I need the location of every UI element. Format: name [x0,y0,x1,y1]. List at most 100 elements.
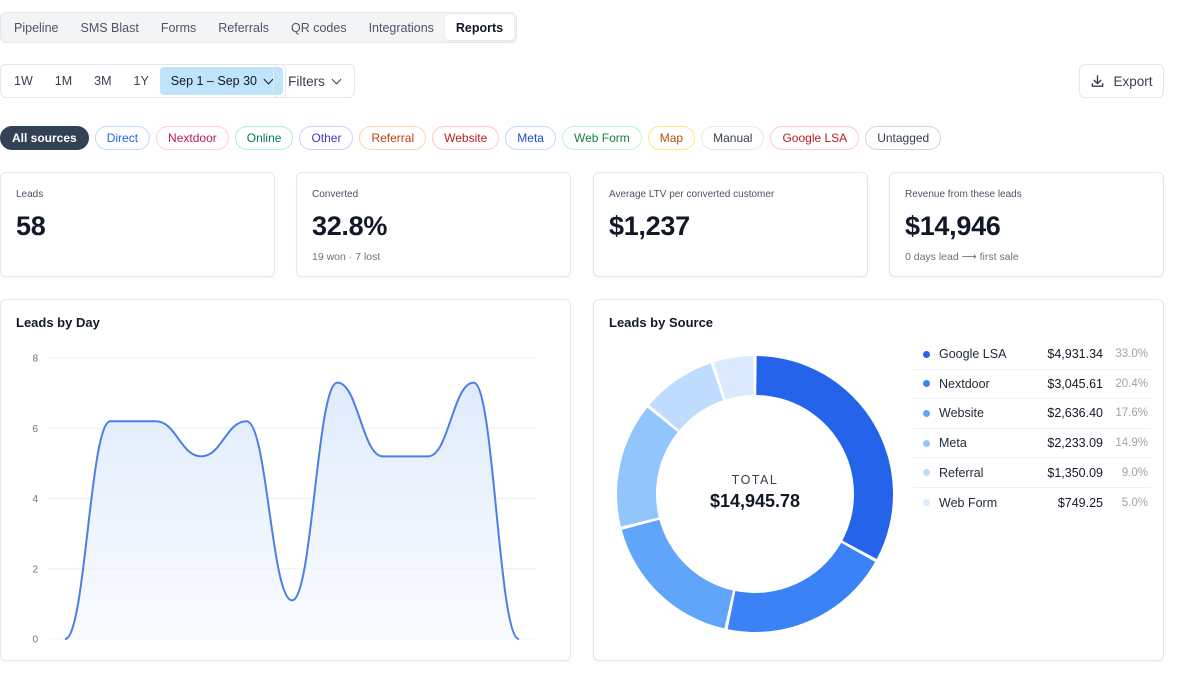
legend-source-name: Meta [939,436,967,451]
donut-slice-web-form[interactable] [713,356,754,400]
export-label: Export [1113,73,1153,89]
legend-amount: $2,233.09 [1047,436,1103,451]
kpi-label: Converted [312,189,359,200]
range-1w-button[interactable]: 1W [14,74,33,88]
legend-row[interactable]: Referral $1,350.09 9.0% [913,458,1151,488]
chip-website[interactable]: Website [432,126,500,150]
legend-dot [923,409,930,417]
area-fill [65,382,519,639]
leads-by-source-donut: TOTAL $14,945.78 [617,356,893,632]
y-tick-label: 4 [32,494,38,505]
leads-by-day-panel: Leads by Day 0 2 4 6 8 [0,299,571,661]
leads-by-source-panel: Leads by Source TOTAL $14,945.78 Google L… [593,299,1164,661]
kpi-subtext: 19 won · 7 lost [312,251,381,263]
chip-google-lsa[interactable]: Google LSA [770,126,860,150]
donut-slice-meta[interactable] [617,407,678,527]
export-button[interactable]: Export [1079,64,1164,98]
tab-referrals[interactable]: Referrals [218,20,269,35]
filters-label: Filters [288,73,325,89]
legend-row[interactable]: Website $2,636.40 17.6% [913,399,1151,429]
y-tick-label: 8 [32,354,38,365]
legend-dot [923,499,930,507]
leads-by-day-chart: 0 2 4 6 8 [32,354,536,646]
panel-title: Leads by Day [16,315,100,330]
filters-button[interactable]: Filters [273,64,355,98]
legend-amount: $2,636.40 [1047,406,1103,421]
chip-untagged[interactable]: Untagged [865,126,942,150]
legend-amount: $749.25 [1057,495,1103,510]
legend-amount: $3,045.61 [1047,376,1103,391]
legend-dot [923,350,930,358]
kpi-value: $14,946 [905,211,1001,241]
range-3m-button[interactable]: 3M [94,74,112,88]
legend-row[interactable]: Meta $2,233.09 14.9% [913,429,1151,459]
legend-source-name: Referral [939,465,984,480]
legend-row[interactable]: Web Form $749.25 5.0% [913,488,1151,518]
legend-percent: 9.0% [1121,466,1148,479]
chip-web-form[interactable]: Web Form [561,126,642,150]
tab-integrations[interactable]: Integrations [368,20,434,35]
chip-manual[interactable]: Manual [701,126,765,150]
kpi-label: Revenue from these leads [905,189,1022,200]
y-tick-label: 6 [32,424,38,435]
legend-percent: 20.4% [1115,377,1148,390]
custom-range-label: Sep 1 – Sep 30 [170,74,257,88]
y-tick-label: 2 [32,564,38,575]
donut-slice-referral[interactable] [649,363,724,431]
legend-percent: 14.9% [1115,437,1148,450]
legend-dot [923,439,930,447]
donut-total-value: $14,945.78 [710,491,800,511]
source-legend: Google LSA $4,931.34 33.0% Nextdoor $3,045.6… [913,340,1151,518]
kpi-subtext: 0 days lead ⟶ first sale [905,251,1019,263]
download-icon [1092,74,1104,87]
tab-pipeline[interactable]: Pipeline [14,20,59,35]
chip-all-sources[interactable]: All sources [0,126,89,150]
panel-title: Leads by Source [609,315,714,330]
chip-direct[interactable]: Direct [94,126,151,150]
kpi-value: 58 [16,211,46,241]
donut-slice-nextdoor[interactable] [727,542,876,632]
chip-online[interactable]: Online [234,126,294,150]
legend-row[interactable]: Google LSA $4,931.34 33.0% [913,340,1151,370]
kpi-card-average-ltv: Average LTV per converted customer $1,23… [593,172,868,277]
donut-total-label: TOTAL [732,473,779,487]
chip-other[interactable]: Other [299,126,354,150]
legend-dot [923,380,930,388]
legend-percent: 33.0% [1115,348,1148,361]
date-range-selector: 1W 1M 3M 1Y Sep 1 – Sep 30 [0,64,286,98]
tab-qr-codes[interactable]: QR codes [290,20,347,35]
chip-map[interactable]: Map [647,126,696,150]
legend-percent: 5.0% [1121,496,1148,509]
legend-amount: $4,931.34 [1047,347,1103,362]
kpi-value: $1,237 [609,211,690,241]
chevron-down-icon [263,74,274,84]
donut-slice-google-lsa[interactable] [756,356,893,559]
legend-source-name: Website [939,406,984,421]
legend-row[interactable]: Nextdoor $3,045.61 20.4% [913,370,1151,400]
chip-referral[interactable]: Referral [359,126,427,150]
kpi-card-leads: Leads 58 [0,172,275,277]
kpi-value: 32.8% [312,211,388,241]
range-1m-button[interactable]: 1M [54,74,73,88]
legend-amount: $1,350.09 [1047,465,1103,480]
kpi-card-converted: Converted 32.8% 19 won · 7 lost [296,172,571,277]
tab-reports[interactable]: Reports [444,15,515,40]
chevron-down-icon [331,74,342,84]
custom-range-dropdown[interactable]: Sep 1 – Sep 30 [159,67,283,95]
tab-forms[interactable]: Forms [160,20,197,35]
range-1y-button[interactable]: 1Y [133,74,149,88]
kpi-label: Leads [16,189,44,200]
legend-percent: 17.6% [1115,407,1148,420]
chip-meta[interactable]: Meta [505,126,556,150]
tab-sms-blast[interactable]: SMS Blast [80,20,139,35]
legend-dot [923,469,930,477]
kpi-card-revenue: Revenue from these leads $14,946 0 days … [889,172,1164,277]
legend-source-name: Web Form [939,495,998,510]
donut-slice-website[interactable] [621,519,733,629]
source-filter-chips: All sources Direct Nextdoor Online Other… [0,126,942,150]
kpi-label: Average LTV per converted customer [609,189,775,200]
chip-nextdoor[interactable]: Nextdoor [156,126,229,150]
legend-source-name: Google LSA [939,347,1007,362]
y-tick-label: 0 [32,635,38,646]
legend-source-name: Nextdoor [939,376,990,391]
